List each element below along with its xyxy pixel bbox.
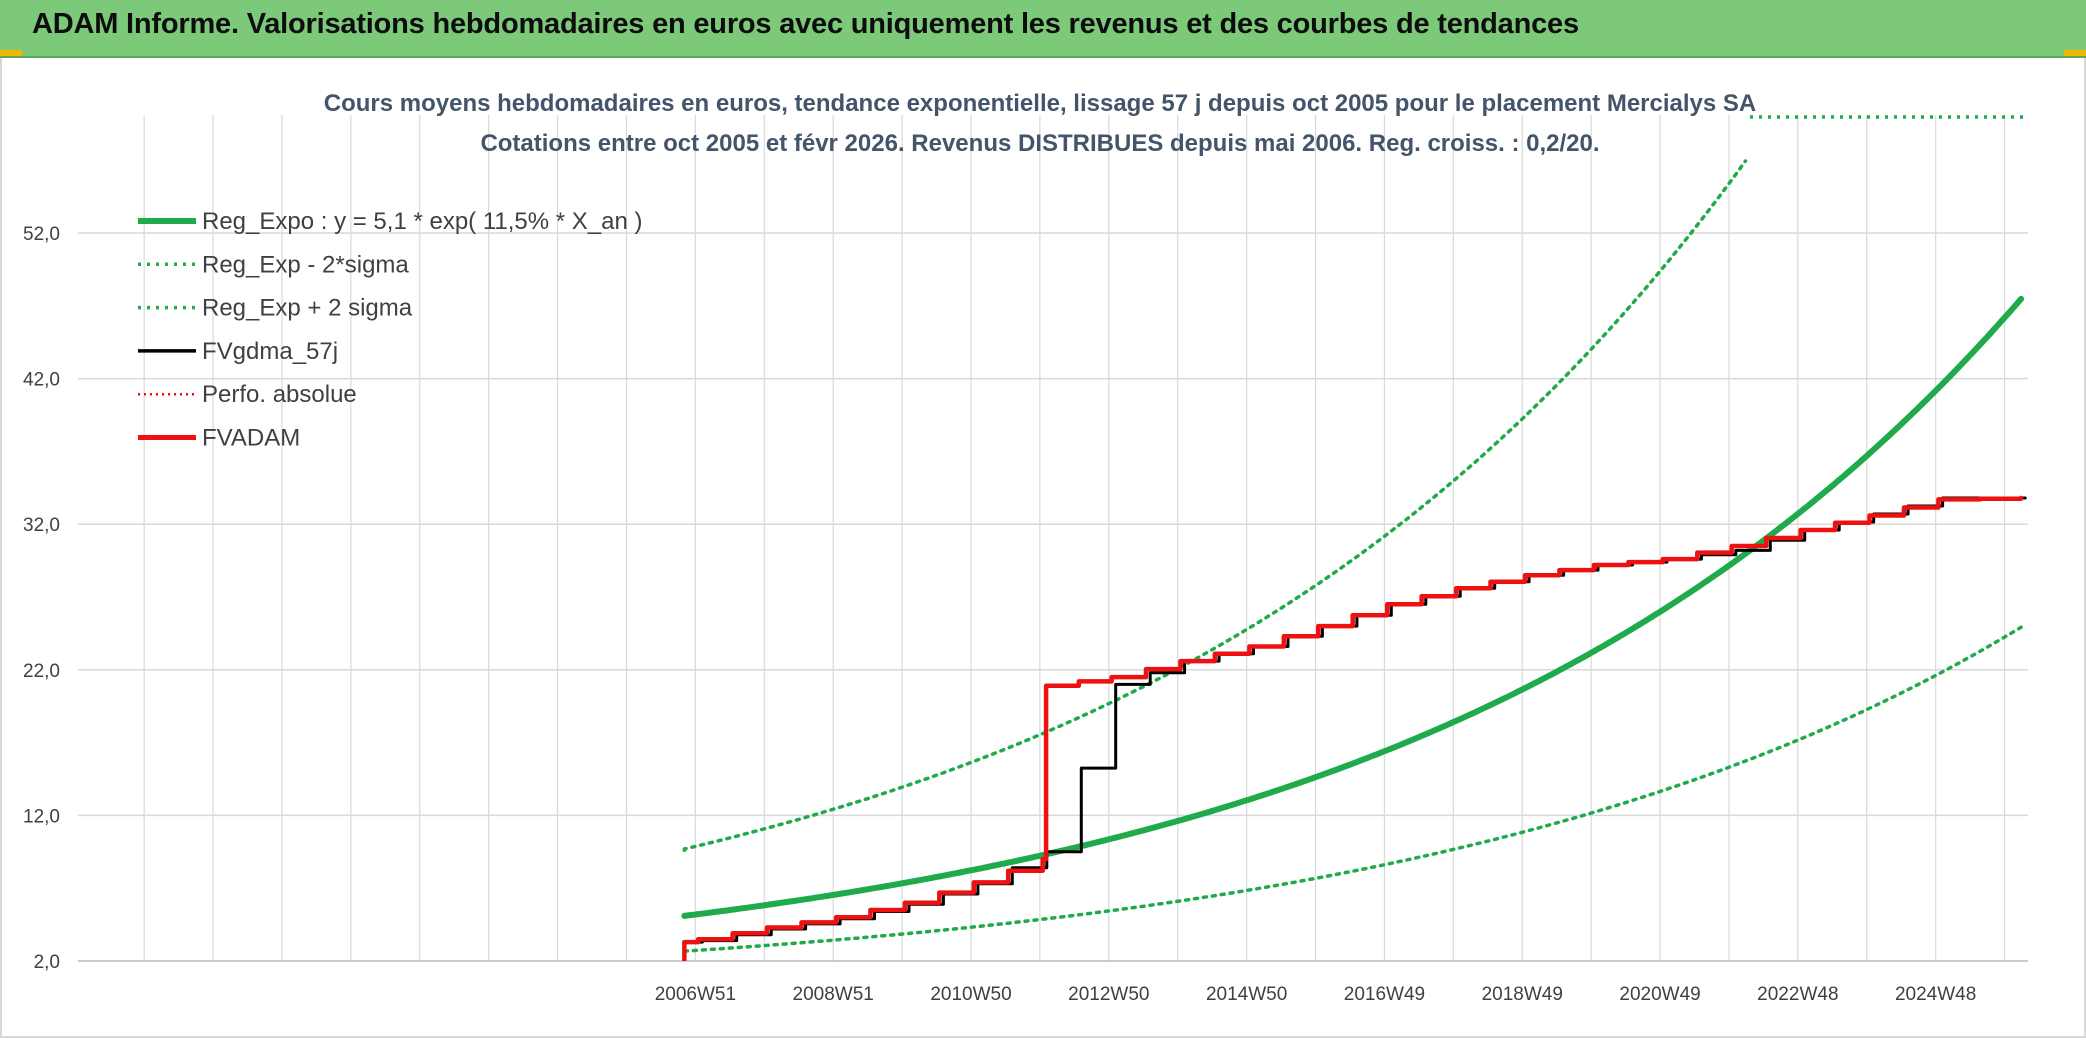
chart-subtitle: Cotations entre oct 2005 et févr 2026. R… bbox=[480, 130, 1599, 157]
fvgdma-57j-line bbox=[687, 496, 2027, 944]
reg-exp-minus-2sigma-line bbox=[682, 625, 2023, 953]
reg-exp-plus-2sigma-line bbox=[682, 159, 1748, 853]
corner-mark-left bbox=[0, 50, 22, 56]
legend-label: Reg_Exp + 2 sigma bbox=[202, 295, 413, 322]
x-tick-label: 2010W50 bbox=[930, 984, 1011, 1005]
legend: Reg_Expo : y = 5,1 * exp( 11,5% * X_an )… bbox=[138, 115, 2026, 452]
y-tick-label: 2,0 bbox=[34, 952, 60, 973]
legend-label: Perfo. absolue bbox=[202, 381, 357, 408]
corner-mark-right bbox=[2064, 50, 2086, 56]
axis-layer: 2,0 12,0 22,0 32,0 42,0 52,0 2006W51 2008W51 201… bbox=[23, 224, 1976, 1005]
x-tick-label: 2018W49 bbox=[1482, 984, 1563, 1005]
x-tick-label: 2012W50 bbox=[1068, 984, 1149, 1005]
x-tick-label: 2016W49 bbox=[1344, 984, 1425, 1005]
y-tick-label: 42,0 bbox=[23, 370, 60, 391]
chart-area: 2,0 12,0 22,0 32,0 42,0 52,0 2006W51 2008W51 201… bbox=[0, 56, 2086, 1038]
x-tick-label: 2024W48 bbox=[1895, 984, 1976, 1005]
legend-label: Reg_Expo : y = 5,1 * exp( 11,5% * X_an ) bbox=[202, 208, 642, 235]
legend-label: Reg_Exp - 2*sigma bbox=[202, 251, 409, 278]
reg-expo-line bbox=[681, 295, 2025, 919]
report-banner: ADAM Informe. Valorisations hebdomadaire… bbox=[0, 0, 2086, 58]
legend-label: FVgdma_57j bbox=[202, 338, 338, 365]
legend-label: FVADAM bbox=[202, 425, 300, 452]
y-tick-label: 12,0 bbox=[23, 806, 60, 827]
x-tick-label: 2022W48 bbox=[1757, 984, 1838, 1005]
report-title: ADAM Informe. Valorisations hebdomadaire… bbox=[32, 8, 1579, 40]
chart-title: Cours moyens hebdomadaires en euros, ten… bbox=[324, 90, 1757, 117]
x-tick-label: 2020W49 bbox=[1619, 984, 1700, 1005]
series-layer bbox=[681, 159, 2027, 961]
x-tick-label: 2008W51 bbox=[793, 984, 874, 1005]
grid-layer bbox=[78, 115, 2028, 962]
y-tick-label: 32,0 bbox=[23, 515, 60, 536]
y-tick-label: 52,0 bbox=[23, 224, 60, 245]
fvadam-line bbox=[682, 495, 2024, 945]
x-tick-label: 2006W51 bbox=[655, 984, 736, 1005]
chart-svg: 2,0 12,0 22,0 32,0 42,0 52,0 2006W51 2008W51 201… bbox=[23, 90, 2028, 1005]
x-tick-label: 2014W50 bbox=[1206, 984, 1287, 1005]
y-tick-label: 22,0 bbox=[23, 661, 60, 682]
